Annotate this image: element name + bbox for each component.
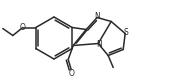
Text: N: N xyxy=(96,40,102,49)
Text: O: O xyxy=(68,69,74,78)
Text: O: O xyxy=(20,23,26,32)
Text: S: S xyxy=(124,28,129,37)
Text: N: N xyxy=(94,12,100,21)
